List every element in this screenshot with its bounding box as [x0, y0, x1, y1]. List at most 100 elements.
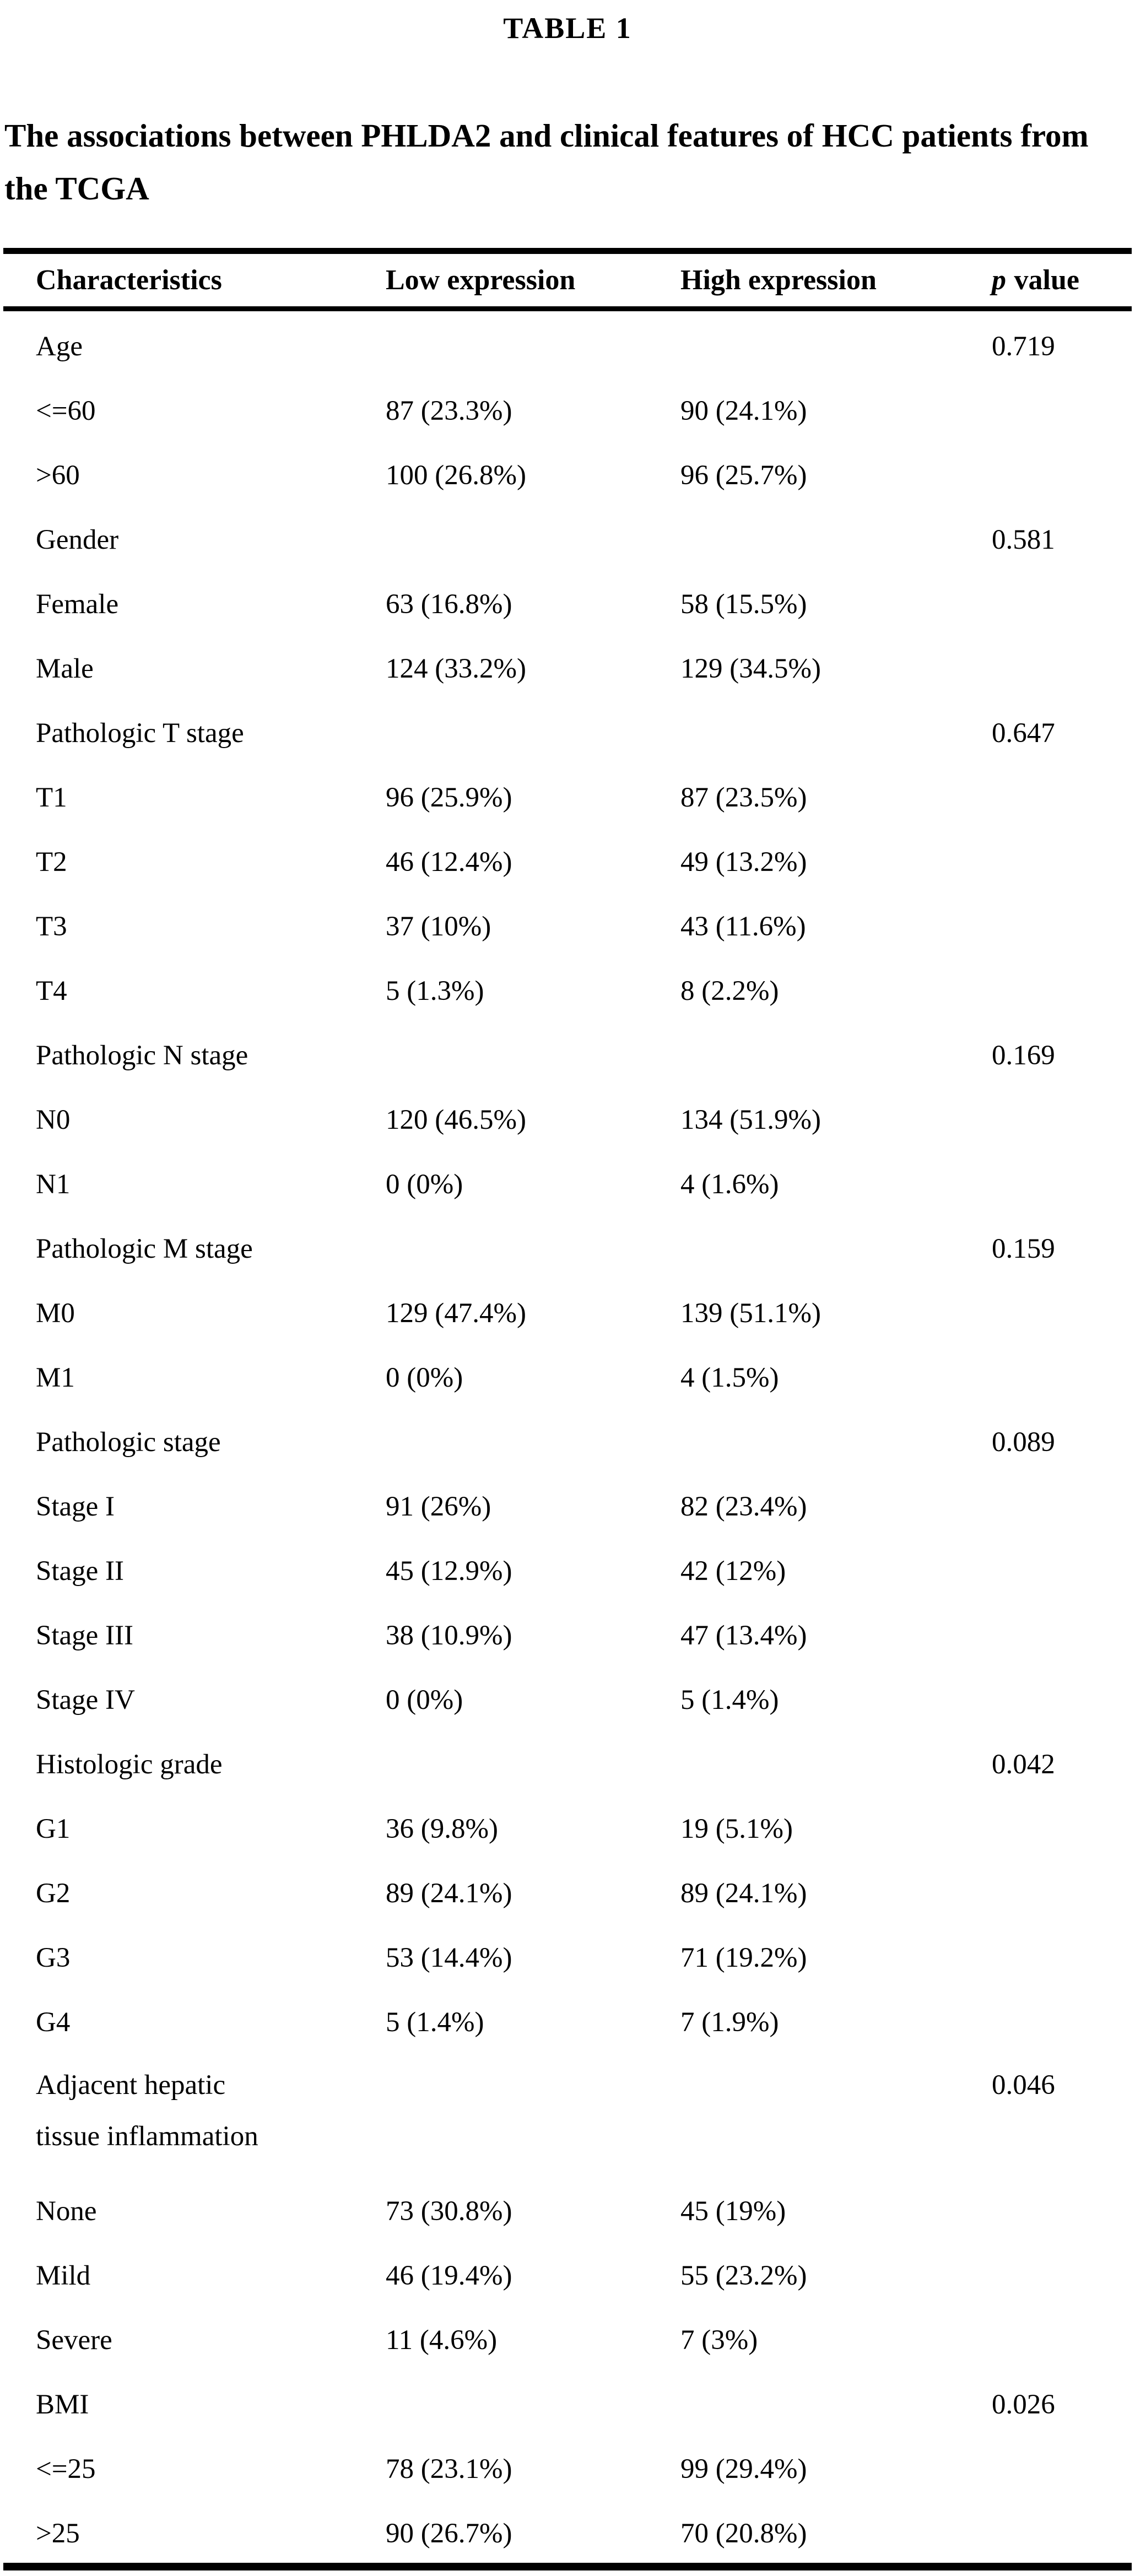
cell-characteristic: None	[36, 2195, 97, 2227]
cell-high-expression: 71 (19.2%)	[680, 1942, 807, 1973]
cell-high-expression: 19 (5.1%)	[680, 1813, 793, 1844]
cell-characteristic: T2	[36, 846, 67, 878]
p-value-italic-p: p	[992, 264, 1006, 296]
table-row: None 73 (30.8%) 45 (19%)	[0, 2179, 1135, 2243]
table-row: T2 46 (12.4%) 49 (13.2%)	[0, 830, 1135, 894]
table-row: M0 129 (47.4%) 139 (51.1%)	[0, 1281, 1135, 1345]
cell-high-expression: 70 (20.8%)	[680, 2518, 807, 2549]
cell-characteristic: T1	[36, 782, 67, 813]
cell-low-expression: 100 (26.8%)	[386, 459, 526, 491]
cell-characteristic: Pathologic stage	[36, 1426, 221, 1458]
p-value-rest: value	[1014, 264, 1079, 296]
cell-high-expression: 55 (23.2%)	[680, 2260, 807, 2291]
table-row: Pathologic T stage 0.647	[0, 701, 1135, 765]
cell-characteristic: Pathologic T stage	[36, 717, 244, 749]
top-rule	[3, 248, 1132, 254]
cell-characteristic: Age	[36, 331, 83, 362]
cell-p-value: 0.089	[992, 1426, 1055, 1458]
cell-high-expression: 90 (24.1%)	[680, 395, 807, 426]
cell-low-expression: 124 (33.2%)	[386, 653, 526, 684]
cell-characteristic: M0	[36, 1297, 75, 1329]
table-row: T1 96 (25.9%) 87 (23.5%)	[0, 765, 1135, 830]
cell-p-value: 0.026	[992, 2389, 1055, 2420]
table-row: G1 36 (9.8%) 19 (5.1%)	[0, 1796, 1135, 1861]
table-row: <=25 78 (23.1%) 99 (29.4%)	[0, 2437, 1135, 2501]
cell-characteristic: G3	[36, 1942, 71, 1973]
cell-low-expression: 0 (0%)	[386, 1168, 463, 1200]
cell-high-expression: 129 (34.5%)	[680, 653, 821, 684]
table-row: Female 63 (16.8%) 58 (15.5%)	[0, 572, 1135, 636]
cell-low-expression: 5 (1.4%)	[386, 2006, 484, 2038]
table-row: G2 89 (24.1%) 89 (24.1%)	[0, 1861, 1135, 1925]
cell-characteristic: Severe	[36, 2324, 112, 2356]
table-row: Stage III 38 (10.9%) 47 (13.4%)	[0, 1603, 1135, 1668]
table-row: Severe 11 (4.6%) 7 (3%)	[0, 2308, 1135, 2372]
table-row: Age 0.719	[0, 314, 1135, 378]
cell-low-expression: 120 (46.5%)	[386, 1104, 526, 1135]
bottom-rule	[3, 2563, 1132, 2570]
table-row: <=60 87 (23.3%) 90 (24.1%)	[0, 378, 1135, 443]
cell-high-expression: 4 (1.5%)	[680, 1362, 779, 1393]
table-row: Mild 46 (19.4%) 55 (23.2%)	[0, 2243, 1135, 2308]
table-row: >60 100 (26.8%) 96 (25.7%)	[0, 443, 1135, 507]
cell-characteristic: G2	[36, 1877, 71, 1909]
cell-high-expression: 58 (15.5%)	[680, 588, 807, 620]
cell-high-expression: 139 (51.1%)	[680, 1297, 821, 1329]
cell-characteristic: Male	[36, 653, 94, 684]
cell-characteristic: T3	[36, 911, 67, 942]
cell-low-expression: 96 (25.9%)	[386, 782, 512, 813]
table-row: Adjacent hepatic tissue inflammation 0.04…	[0, 2054, 1135, 2179]
table-row: Male 124 (33.2%) 129 (34.5%)	[0, 636, 1135, 701]
table-row: Stage I 91 (26%) 82 (23.4%)	[0, 1474, 1135, 1539]
cell-low-expression: 37 (10%)	[386, 911, 491, 942]
table-row: T3 37 (10%) 43 (11.6%)	[0, 894, 1135, 959]
cell-high-expression: 82 (23.4%)	[680, 1491, 807, 1522]
table-number-label: TABLE 1	[503, 12, 632, 45]
cell-characteristic: >25	[36, 2518, 80, 2549]
cell-low-expression: 91 (26%)	[386, 1491, 491, 1522]
header-divider-rule	[3, 306, 1132, 311]
cell-high-expression: 99 (29.4%)	[680, 2453, 807, 2485]
cell-low-expression: 38 (10.9%)	[386, 1620, 512, 1651]
cell-characteristic: Adjacent hepatic tissue inflammation	[36, 2070, 258, 2152]
table-rows: Age 0.719 <=60 87 (23.3%) 90 (24.1%) >60 100 (…	[0, 314, 1135, 2566]
table-row: Histologic grade 0.042	[0, 1732, 1135, 1796]
cell-p-value: 0.159	[992, 1233, 1055, 1264]
cell-characteristic: T4	[36, 975, 67, 1006]
cell-low-expression: 46 (12.4%)	[386, 846, 512, 878]
table-row: Stage II 45 (12.9%) 42 (12%)	[0, 1539, 1135, 1603]
cell-characteristic: Female	[36, 588, 119, 620]
table-row: N1 0 (0%) 4 (1.6%)	[0, 1152, 1135, 1216]
cell-low-expression: 46 (19.4%)	[386, 2260, 512, 2291]
cell-low-expression: 11 (4.6%)	[386, 2324, 498, 2356]
column-header-low-expression: Low expression	[386, 264, 576, 296]
cell-p-value: 0.581	[992, 524, 1055, 555]
column-header-characteristics: Characteristics	[36, 264, 222, 296]
cell-characteristic: Stage III	[36, 1620, 134, 1651]
cell-high-expression: 47 (13.4%)	[680, 1620, 807, 1651]
table-row: G3 53 (14.4%) 71 (19.2%)	[0, 1925, 1135, 1990]
table-row: Stage IV 0 (0%) 5 (1.4%)	[0, 1668, 1135, 1732]
table-caption: The associations between PHLDA2 and clin…	[4, 117, 1089, 207]
cell-p-value: 0.169	[992, 1040, 1055, 1071]
table-row: G4 5 (1.4%) 7 (1.9%)	[0, 1990, 1135, 2054]
cell-characteristic: M1	[36, 1362, 75, 1393]
cell-low-expression: 45 (12.9%)	[386, 1555, 512, 1587]
cell-characteristic: BMI	[36, 2389, 89, 2420]
table-row: Pathologic stage 0.089	[0, 1410, 1135, 1474]
table-row: >25 90 (26.7%) 70 (20.8%)	[0, 2501, 1135, 2566]
cell-high-expression: 89 (24.1%)	[680, 1877, 807, 1909]
cell-characteristic: Gender	[36, 524, 119, 555]
cell-characteristic: Pathologic M stage	[36, 1233, 253, 1264]
cell-characteristic: Stage IV	[36, 1684, 135, 1715]
cell-characteristic: G1	[36, 1813, 71, 1844]
cell-characteristic: <=25	[36, 2453, 96, 2485]
cell-high-expression: 7 (3%)	[680, 2324, 758, 2356]
cell-high-expression: 134 (51.9%)	[680, 1104, 821, 1135]
column-header-high-expression: High expression	[680, 264, 877, 296]
cell-characteristic: Stage II	[36, 1555, 125, 1587]
cell-characteristic: N1	[36, 1168, 71, 1200]
cell-characteristic: N0	[36, 1104, 71, 1135]
cell-characteristic: Mild	[36, 2260, 91, 2291]
